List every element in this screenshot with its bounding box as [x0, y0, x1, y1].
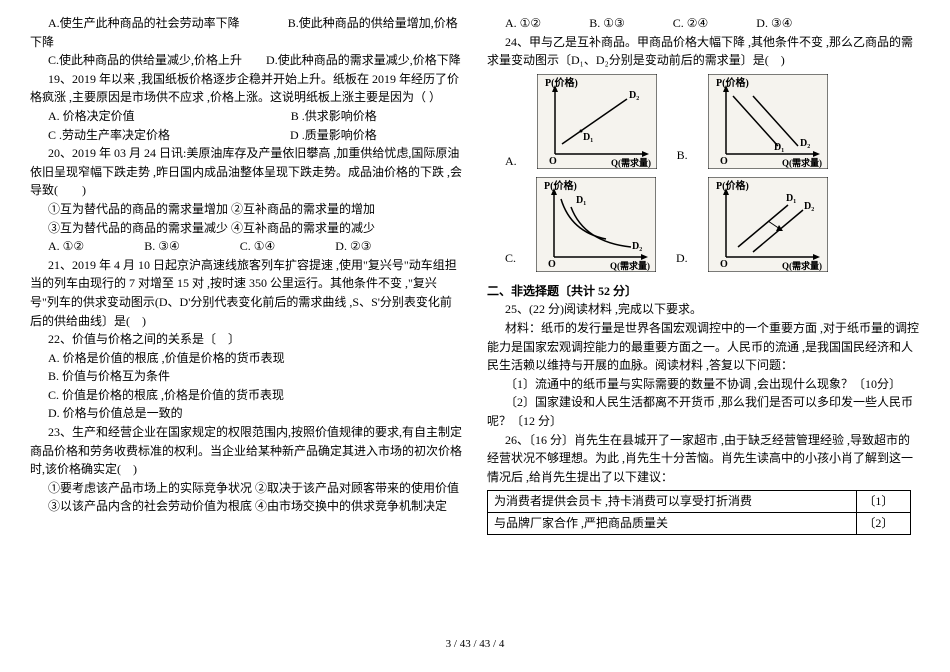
table-row: 与品牌厂家合作 ,严把商品质量关 〔2〕 [488, 513, 911, 535]
svg-text:P(价格): P(价格) [544, 179, 577, 192]
axis-y-label: P(价格) [545, 76, 578, 89]
svg-text:D₂: D₂ [804, 201, 814, 212]
left-column: A.使生产此种商品的社会劳动率下降 B.使此种商品的供给量增加,价格下降 C.使… [30, 14, 463, 634]
q19-opts-row2: C .劳动生产率决定价格 D .质量影响价格 [30, 126, 463, 145]
q22-opt-a: A. 价格是价值的根底 ,价值是价格的货币表现 [30, 349, 463, 368]
q19-opts-row1: A. 价格决定价值 B .供求影响价格 [30, 107, 463, 126]
svg-text:O: O [548, 259, 556, 270]
q20-opts: A. ①② B. ③④ C. ①④ D. ②③ [30, 237, 463, 256]
chart-a-box: A. [505, 152, 517, 169]
q19-stem: 19、2019 年以来 ,我国纸板价格逐步企稳并开始上升。纸板在 2019 年经… [30, 70, 463, 107]
svg-text:O: O [720, 259, 728, 270]
chart-b: P(价格) O Q(需求量) D₁ D₂ [708, 74, 828, 169]
chart-c-label: C. [505, 251, 516, 266]
svg-text:D₁: D₁ [576, 195, 586, 206]
two-column-layout: A.使生产此种商品的社会劳动率下降 B.使此种商品的供给量增加,价格下降 C.使… [30, 14, 920, 634]
q21-stem: 21、2019 年 4 月 10 日起京沪高速线旅客列车扩容提速 ,使用"复兴号… [30, 256, 463, 330]
page-footer: 3 / 43 / 43 / 4 [30, 638, 920, 650]
chart-a-label: A. [505, 154, 517, 169]
section2-title: 二、非选择题〔共计 52 分〕 [487, 282, 920, 301]
svg-text:P(价格): P(价格) [716, 179, 749, 192]
q26-stem: 26、〔16 分〕肖先生在县城开了一家超市 ,由于缺乏经营管理经验 ,导致超市的… [487, 431, 920, 487]
q24-charts-row1: A. P(价格) O Q(需求量) D₂ D₁ B. P(价格) [505, 74, 920, 169]
table-cell: 为消费者提供会员卡 ,持卡消费可以享受打折消费 [488, 491, 857, 513]
chart-d: P(价格) O Q(需求量) D₁ D₂ [708, 177, 828, 272]
table-cell: 〔2〕 [857, 513, 911, 535]
svg-text:Q(需求量): Q(需求量) [782, 157, 822, 168]
svg-text:D₁: D₁ [786, 193, 796, 204]
q22-opt-d: D. 价格与价值总是一致的 [30, 404, 463, 423]
q22-opt-b: B. 价值与价格互为条件 [30, 367, 463, 386]
q23-line2: ③以该产品内含的社会劳动价值为根底 ④由市场交换中的供求竞争机制决定 [30, 497, 463, 516]
svg-text:O: O [549, 156, 557, 167]
svg-text:D₂: D₂ [629, 90, 639, 101]
q25-sub1: 〔1〕流通中的纸币量与实际需要的数量不协调 ,会出现什么现象？〔10分〕 [487, 375, 920, 394]
chart-b-label: B. [677, 148, 688, 163]
q26-table: 为消费者提供会员卡 ,持卡消费可以享受打折消费 〔1〕 与品牌厂家合作 ,严把商… [487, 490, 911, 535]
right-column: A. ①② B. ①③ C. ②④ D. ③④ 24、甲与乙是互补商品。甲商品价… [487, 14, 920, 634]
q22-opt-c: C. 价值是价格的根底 ,价格是价值的货币表现 [30, 386, 463, 405]
q20-line1: ①互为替代品的商品的需求量增加 ②互补商品的需求量的增加 [30, 200, 463, 219]
q25-sub2: 〔2〕国家建设和人民生活都离不开货币 ,那么我们是否可以多印发一些人民币呢？〔1… [487, 393, 920, 430]
q23-stem: 23、生产和经营企业在国家规定的权限范围内,按照价值规律的要求,有自主制定商品价… [30, 423, 463, 479]
table-row: 为消费者提供会员卡 ,持卡消费可以享受打折消费 〔1〕 [488, 491, 911, 513]
q25-head: 25、(22 分)阅读材料 ,完成以下要求。 [487, 300, 920, 319]
svg-text:Q(需求量): Q(需求量) [611, 157, 651, 168]
svg-text:D₁: D₁ [774, 142, 784, 153]
chart-d-label: D. [676, 251, 688, 266]
q20-stem: 20、2019 年 03 月 24 日讯:美原油库存及产量依旧攀高 ,加重供给忧… [30, 144, 463, 200]
q18-opt-a: A.使生产此种商品的社会劳动率下降 B.使此种商品的供给量增加,价格下降 [30, 14, 463, 51]
table-cell: 〔1〕 [857, 491, 911, 513]
q25-material: 材料：纸币的发行量是世界各国宏观调控中的一个重要方面 ,对于纸币量的调控能力是国… [487, 319, 920, 375]
q23-opts: A. ①② B. ①③ C. ②④ D. ③④ [487, 14, 920, 33]
q24-charts-row2: C. P(价格) O Q(需求量) D₁ D₂ D. P(价格) [505, 177, 920, 272]
q18-opt-c: C.使此种商品的供给量减少,价格上升 D.使此种商品的需求量减少,价格下降 [30, 51, 463, 70]
svg-text:Q(需求量): Q(需求量) [782, 260, 822, 271]
q23-line1: ①要考虑该产品市场上的实际竞争状况 ②取决于该产品对顾客带来的使用价值 [30, 479, 463, 498]
q20-line2: ③互为替代品的商品的需求量减少 ④互补商品的需求量的减少 [30, 219, 463, 238]
chart-c: P(价格) O Q(需求量) D₁ D₂ [536, 177, 656, 272]
table-cell: 与品牌厂家合作 ,严把商品质量关 [488, 513, 857, 535]
svg-text:O: O [720, 156, 728, 167]
svg-text:D₁: D₁ [583, 132, 593, 143]
svg-text:D₂: D₂ [632, 241, 642, 252]
q22-stem: 22、价值与价格之间的关系是〔 〕 [30, 330, 463, 349]
svg-text:D₂: D₂ [800, 138, 810, 149]
svg-text:Q(需求量): Q(需求量) [610, 260, 650, 271]
svg-text:P(价格): P(价格) [716, 76, 749, 89]
q24-stem: 24、甲与乙是互补商品。甲商品价格大幅下降 ,其他条件不变 ,那么乙商品的需求量… [487, 33, 920, 70]
chart-a: P(价格) O Q(需求量) D₂ D₁ [537, 74, 657, 169]
